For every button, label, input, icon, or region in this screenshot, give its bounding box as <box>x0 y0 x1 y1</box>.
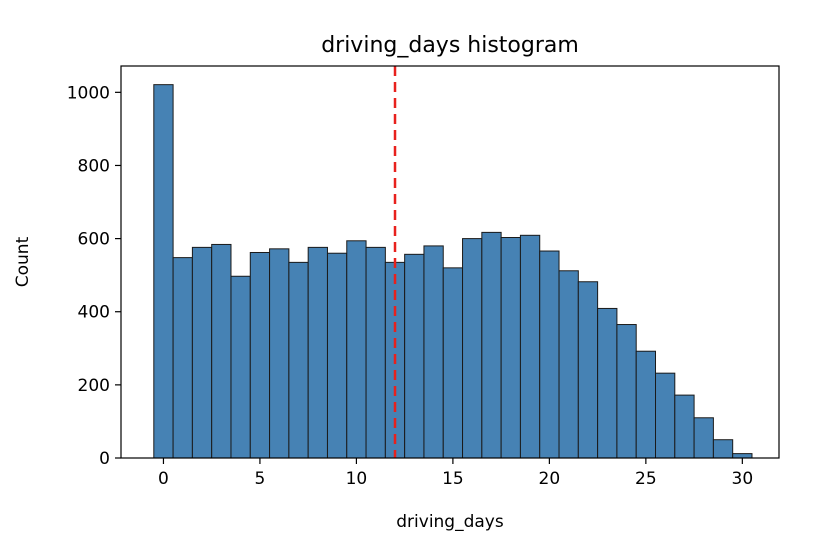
histogram-bar <box>288 261 309 459</box>
y-tick-label: 600 <box>78 230 110 250</box>
x-axis-ticks: 0 5 10 15 20 25 30 <box>158 458 753 489</box>
y-tick-label: 0 <box>99 449 110 469</box>
histogram-bar <box>500 237 521 459</box>
histogram-bar <box>423 245 444 459</box>
histogram-bar <box>462 238 483 459</box>
histogram-bar <box>326 252 348 459</box>
x-tick-label: 25 <box>635 469 657 489</box>
histogram-bar <box>191 246 213 459</box>
histogram-bar <box>635 350 657 459</box>
histogram-bar <box>249 251 271 459</box>
y-tick-label: 200 <box>78 376 110 396</box>
bars-group <box>153 84 753 459</box>
y-tick-label: 1000 <box>67 83 110 103</box>
histogram-bar <box>307 246 328 459</box>
x-axis-label: driving_days <box>396 512 504 532</box>
histogram-bar <box>674 394 695 459</box>
histogram-bar <box>693 417 714 459</box>
y-axis-label: Count <box>13 236 33 287</box>
histogram-bar <box>712 439 734 459</box>
x-tick-label: 15 <box>442 469 464 489</box>
histogram-bar <box>616 324 637 459</box>
histogram-bar <box>481 231 502 459</box>
x-tick-label: 10 <box>346 469 368 489</box>
chart-title: driving_days histogram <box>321 33 579 58</box>
y-axis-ticks: 0 200 400 600 800 1000 <box>67 83 121 469</box>
x-tick-label: 5 <box>255 469 266 489</box>
histogram-bar <box>211 243 232 459</box>
histogram-bar <box>404 253 425 459</box>
y-tick-label: 800 <box>78 156 110 176</box>
histogram-bar <box>539 250 560 459</box>
histogram-bar <box>153 84 174 459</box>
plot-frame <box>120 65 780 459</box>
x-tick-label: 0 <box>158 469 169 489</box>
histogram-bar <box>558 270 579 459</box>
histogram-bar <box>442 267 464 459</box>
x-tick-label: 30 <box>732 469 754 489</box>
histogram-bar <box>655 372 676 459</box>
histogram-bar <box>597 307 618 459</box>
histogram-bar <box>365 246 386 459</box>
histogram-bar <box>172 257 193 459</box>
histogram-bar <box>519 234 541 459</box>
histogram-bar <box>346 240 367 459</box>
histogram-bar <box>230 275 251 459</box>
x-tick-label: 20 <box>539 469 561 489</box>
y-tick-label: 400 <box>78 303 110 323</box>
histogram-bar <box>732 453 753 459</box>
histogram-bar <box>577 281 599 459</box>
histogram-bar <box>269 248 290 459</box>
